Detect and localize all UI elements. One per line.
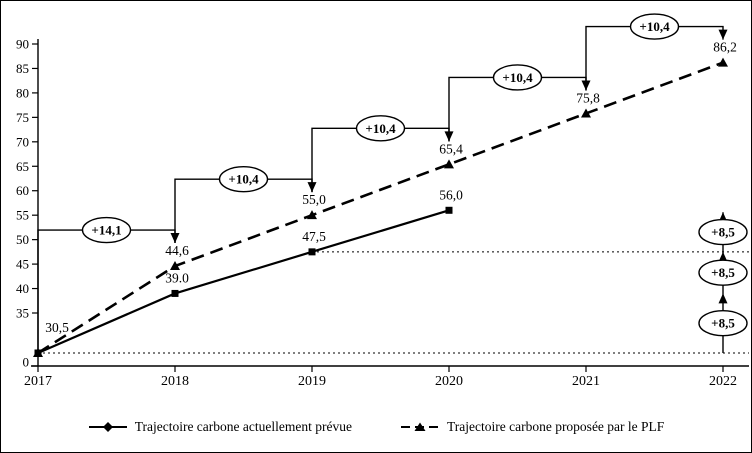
solid-line-diamond-marker-icon [88, 422, 127, 432]
x-tick-label: 2022 [709, 374, 737, 389]
y-tick-label: 85 [16, 61, 29, 76]
x-tick-label: 2021 [572, 374, 600, 389]
x-tick-label: 2017 [24, 374, 52, 389]
dashed-line-triangle-marker-icon [400, 422, 439, 431]
data-point-label: 39.0 [165, 270, 189, 285]
annotation-oval [81, 216, 132, 244]
data-point-marker-square [308, 248, 316, 256]
data-point-marker-triangle [170, 261, 180, 271]
down-arrowhead-icon [718, 29, 728, 40]
y-tick-label: 0 [23, 355, 30, 370]
up-arrowhead-icon [718, 251, 728, 262]
annotation-oval [492, 64, 543, 91]
up-arrowhead-icon [718, 293, 728, 304]
y-tick-label: 75 [16, 110, 29, 125]
x-tick-label: 2020 [435, 374, 463, 389]
y-tick-label: 40 [16, 281, 29, 296]
annotation-oval [218, 165, 269, 193]
annotation-oval-label: +10,4 [228, 172, 259, 187]
data-point-marker-triangle [307, 210, 317, 220]
annotation-oval [698, 310, 748, 337]
data-point-marker-triangle [718, 57, 728, 67]
y-tick-label: 50 [16, 232, 29, 247]
annotation-oval [698, 259, 748, 286]
annotation-oval-label: +10,4 [639, 19, 670, 34]
x-tick-label: 2019 [298, 374, 326, 389]
annotation-oval-label: +8,5 [711, 225, 735, 240]
legend-label-current-trajectory: Trajectoire carbone actuellement prévue [134, 419, 352, 434]
data-point-label: 44,6 [165, 243, 189, 258]
data-point-marker-square [445, 206, 453, 214]
annotation-oval [355, 115, 406, 142]
y-tick-label: 80 [16, 85, 29, 100]
series-line-solid [37, 209, 450, 355]
annotation-oval-label: +8,5 [711, 316, 735, 331]
y-tick-label: 70 [16, 134, 29, 149]
series-line-dashed [37, 61, 724, 355]
data-point-label: 56,0 [439, 187, 463, 202]
annotation-oval [698, 218, 748, 246]
chart-legend: Trajectoire carbone actuellement prévue … [1, 419, 751, 435]
data-point-label: 55,0 [302, 192, 326, 207]
y-tick-label: 45 [16, 257, 29, 272]
annotation-oval-label: +14,1 [91, 223, 121, 238]
y-tick-label: 90 [16, 37, 29, 52]
data-point-marker-triangle [444, 159, 454, 169]
annotation-oval-label: +8,5 [711, 265, 735, 280]
y-tick-label: 65 [16, 159, 29, 174]
data-point-marker-square [171, 289, 179, 297]
annotation-oval [629, 13, 680, 40]
data-point-label: 65,4 [439, 141, 463, 156]
data-point-label: 47,5 [302, 229, 326, 244]
y-tick-label: 55 [16, 208, 29, 223]
data-point-marker-triangle [581, 108, 591, 118]
annotation-oval-label: +10,4 [365, 121, 396, 136]
data-point-label: 30,5 [45, 320, 69, 335]
legend-item-plf-trajectory: Trajectoire carbone proposée par le PLF [400, 419, 664, 435]
x-tick-label: 2018 [161, 374, 189, 389]
trajectory-chart: 0 35 40 45 50 55 60 65 70 75 80 85 90 2017 2018 2019 202… [16, 13, 749, 389]
data-point-marker-triangle [33, 348, 43, 357]
y-tick-label: 60 [16, 183, 29, 198]
annotation-oval-label: +10,4 [502, 70, 533, 85]
data-point-label: 75,8 [576, 90, 600, 105]
legend-label-plf-trajectory: Trajectoire carbone proposée par le PLF [446, 419, 665, 434]
legend-item-current-trajectory: Trajectoire carbone actuellement prévue [88, 419, 352, 435]
data-point-label: 86,2 [713, 40, 737, 55]
y-tick-label: 35 [16, 306, 29, 321]
